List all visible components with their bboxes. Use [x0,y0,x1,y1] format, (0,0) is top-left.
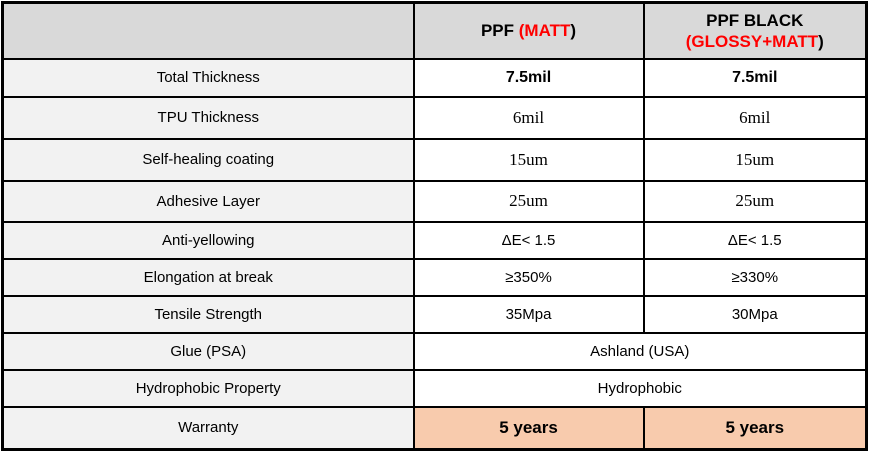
table-row-anti-yellowing: Anti-yellowing ΔE< 1.5 ΔE< 1.5 [1,221,868,261]
row-label: Hydrophobic Property [1,368,415,408]
spec-value: 6mil [412,96,645,140]
row-label: Warranty [1,405,415,451]
header-highlight: (GLOSSY+MATT [685,31,819,51]
spec-value: 30Mpa [642,295,868,334]
table-row-tensile-strength: Tensile Strength 35Mpa 30Mpa [1,295,868,334]
spec-value: 25um [642,179,868,224]
header-highlight: (MATT [518,21,571,41]
spec-value: 5 years [412,405,645,451]
table-row-adhesive-layer: Adhesive Layer 25um 25um [1,179,868,224]
spec-value: 5 years [642,405,868,451]
row-label: Anti-yellowing [1,221,415,261]
header-text: ) [818,31,824,51]
spec-value: ≥350% [412,258,645,298]
row-label: Elongation at break [1,258,415,298]
spec-value: 15um [412,137,645,182]
header-text: PPF BLACK [706,10,804,30]
header-text: ) [570,21,577,41]
corner-cell [1,1,415,60]
spec-value: 6mil [642,96,868,140]
spec-value: ≥330% [642,258,868,298]
column-header-ppf-matt: PPF (MATT) [412,1,645,60]
spec-value: 7.5mil [642,57,868,99]
table-row-glue: Glue (PSA) Ashland (USA) [1,332,868,371]
spec-value: 15um [642,137,868,182]
header-line2: (GLOSSY+MATT) [649,31,862,52]
spec-value: ΔE< 1.5 [642,221,868,261]
spec-value: 35Mpa [412,295,645,334]
row-label: Self-healing coating [1,137,415,182]
row-label: Glue (PSA) [1,332,415,371]
table-row-hydrophobic: Hydrophobic Property Hydrophobic [1,368,868,408]
table-row-total-thickness: Total Thickness 7.5mil 7.5mil [1,57,868,99]
header-text: PPF [480,21,519,41]
spec-value-merged: Hydrophobic [412,368,868,408]
column-header-ppf-black: PPF BLACK (GLOSSY+MATT) [642,1,868,60]
row-label: Tensile Strength [1,295,415,334]
row-label: Total Thickness [1,57,415,99]
table-row-tpu-thickness: TPU Thickness 6mil 6mil [1,96,868,140]
row-label: TPU Thickness [1,96,415,140]
spec-value: 25um [412,179,645,224]
spec-value-merged: Ashland (USA) [412,332,868,371]
header-row: PPF (MATT) PPF BLACK (GLOSSY+MATT) [1,1,868,60]
spec-value: ΔE< 1.5 [412,221,645,261]
spec-value: 7.5mil [412,57,645,99]
table-row-elongation: Elongation at break ≥350% ≥330% [1,258,868,298]
row-label: Adhesive Layer [1,179,415,224]
table-row-self-healing: Self-healing coating 15um 15um [1,137,868,182]
table-row-warranty: Warranty 5 years 5 years [1,405,868,451]
